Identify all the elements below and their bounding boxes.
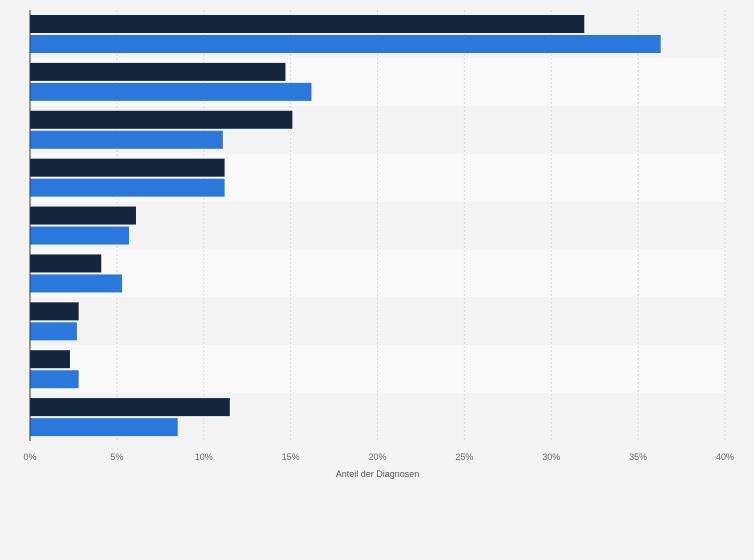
bar-series-2 [30,226,130,245]
x-tick-label: 5% [110,452,123,462]
x-tick-label: 10% [195,452,213,462]
bar-series-2 [30,130,223,149]
bar-series-2 [30,178,225,197]
x-tick-label: 15% [282,452,300,462]
bar-series-2 [30,82,312,101]
bar-series-1 [30,350,70,369]
x-tick-labels: 0% 5% 10% 15% 20% 25% 30% 35% 40% [23,452,734,462]
bar-series-1 [30,254,102,273]
row-band [30,249,725,298]
bar-series-1 [30,158,225,177]
x-tick-label: 40% [716,452,734,462]
row-band [30,201,725,250]
bar-series-2 [30,418,178,437]
x-tick-label: 30% [542,452,560,462]
bar-series-2 [30,322,77,341]
row-bands [30,10,725,441]
bar-series-1 [30,15,585,33]
bar-series-1 [30,62,286,81]
bar-series-1 [30,398,230,417]
bar-series-1 [30,206,136,225]
bars [30,15,661,437]
bar-series-2 [30,370,79,389]
x-tick-label: 20% [368,452,386,462]
bar-series-2 [30,35,661,53]
bar-series-2 [30,274,123,293]
x-tick-label: 0% [23,452,36,462]
row-band [30,345,725,394]
bar-series-1 [30,302,79,321]
x-tick-label: 35% [629,452,647,462]
x-axis-title: Anteil der Diagnosen [336,469,420,479]
bar-series-1 [30,110,293,129]
x-tick-label: 25% [455,452,473,462]
row-band [30,297,725,346]
